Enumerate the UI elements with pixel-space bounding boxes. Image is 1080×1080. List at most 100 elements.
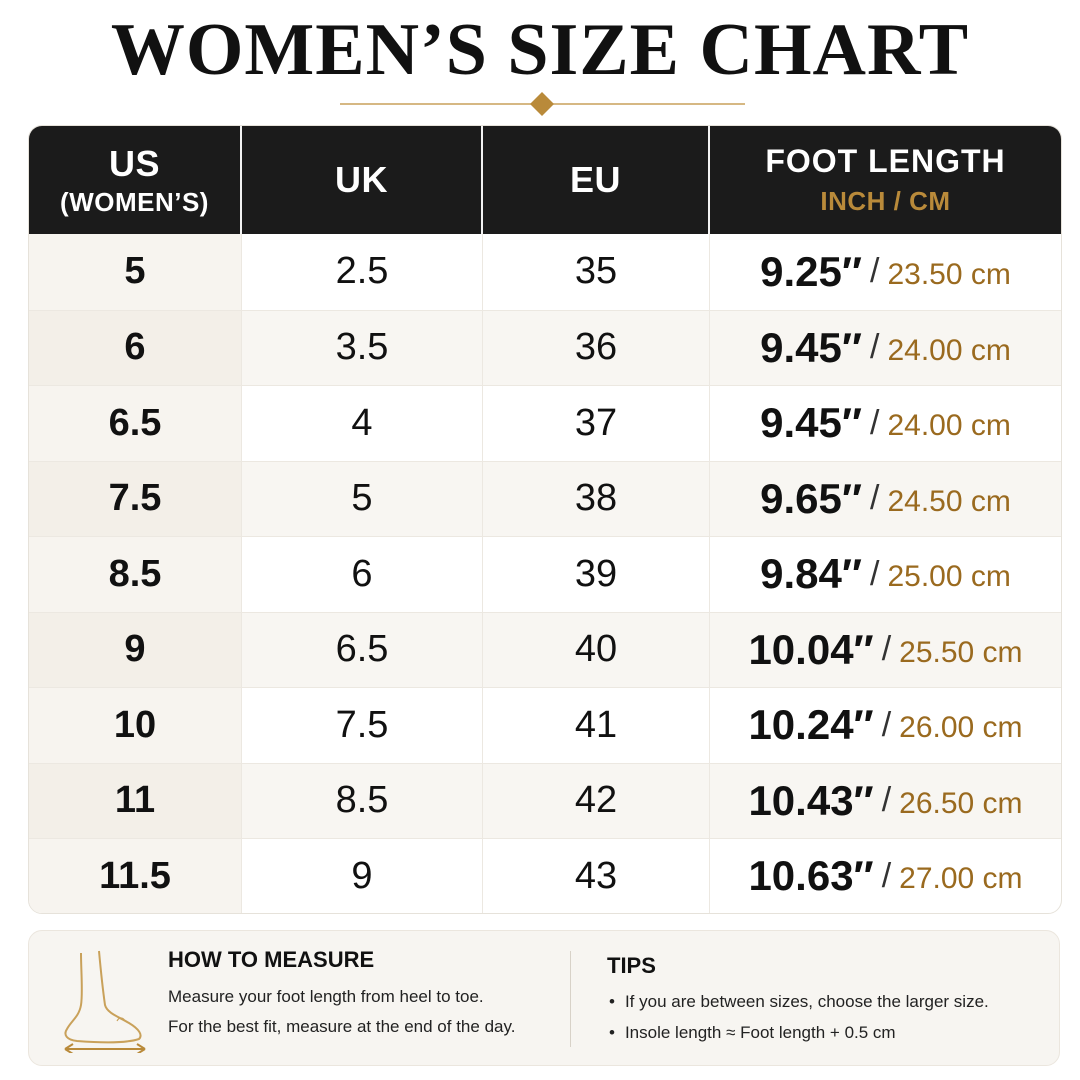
info-panel: HOW TO MEASURE Measure your foot length …	[28, 930, 1060, 1066]
tip-text: If you are between sizes, choose the lar…	[624, 992, 989, 1011]
foot-length-inch: 9.84″	[760, 550, 862, 598]
cell-uk: 8.5	[242, 763, 483, 838]
header-eu-label: EU	[569, 159, 621, 200]
cell-uk: 6	[242, 537, 483, 612]
unit-separator: /	[881, 781, 892, 820]
header-us: US (WOMEN’S)	[29, 126, 242, 234]
foot-length-inch: 10.24″	[748, 701, 874, 749]
table-row: 10 7.5 41 10.24″/26.00 cm	[29, 687, 1061, 763]
foot-length-inch: 9.65″	[760, 474, 862, 522]
cell-us: 10	[29, 688, 242, 763]
cell-eu: 35	[483, 234, 710, 310]
cell-uk: 5	[242, 461, 483, 536]
measure-line-1: Measure your foot length from heel to to…	[168, 987, 484, 1006]
header-uk: UK	[242, 126, 483, 234]
header-us-label: US	[108, 142, 160, 184]
unit-separator: /	[870, 403, 880, 442]
foot-measure-icon	[64, 950, 146, 1053]
foot-length-cm: 23.50 cm	[887, 257, 1011, 291]
table-row: 6 3.5 36 9.45″/24.00 cm	[29, 309, 1061, 385]
cell-foot-length: 9.65″/24.50 cm	[710, 461, 1061, 536]
foot-length-cm: 25.00 cm	[887, 560, 1011, 594]
foot-length-cm: 26.00 cm	[899, 711, 1023, 745]
cell-foot-length: 9.45″/24.00 cm	[710, 386, 1061, 461]
cell-us: 8.5	[29, 537, 242, 612]
unit-separator: /	[870, 479, 880, 518]
table-row: 8.5 6 39 9.84″/25.00 cm	[29, 536, 1061, 612]
measure-line-2: For the best fit, measure at the end of …	[168, 1017, 516, 1036]
header-foot-label: FOOT LENGTH	[765, 143, 1006, 179]
foot-length-cm: 24.00 cm	[887, 333, 1011, 367]
foot-length-inch: 10.43″	[748, 776, 874, 824]
page-title: WOMEN’S SIZE CHART	[110, 9, 970, 91]
cell-eu: 43	[483, 839, 710, 913]
table-row: 6.5 4 37 9.45″/24.00 cm	[29, 385, 1061, 461]
table-row: 11 8.5 42 10.43″/26.50 cm	[29, 762, 1061, 838]
unit-separator: /	[870, 252, 880, 291]
cell-eu: 37	[483, 386, 710, 461]
cell-us: 11	[29, 763, 242, 838]
cell-uk: 7.5	[242, 688, 483, 763]
tip-item: • Insole length ≈ Foot length + 0.5 cm	[609, 1023, 896, 1043]
cell-eu: 40	[483, 612, 710, 687]
cell-eu: 39	[483, 537, 710, 612]
cell-foot-length: 10.04″/25.50 cm	[710, 612, 1061, 687]
cell-uk: 4	[242, 386, 483, 461]
cell-foot-length: 9.45″/24.00 cm	[710, 310, 1061, 385]
foot-length-cm: 24.50 cm	[887, 484, 1011, 518]
cell-eu: 42	[483, 763, 710, 838]
cell-us: 11.5	[29, 839, 242, 913]
cell-foot-length: 9.25″/23.50 cm	[710, 234, 1061, 310]
cell-uk: 9	[242, 839, 483, 913]
size-table: US (WOMEN’S) UK EU FOOT LENGTH INCH / CM…	[28, 125, 1062, 914]
table-row: 7.5 5 38 9.65″/24.50 cm	[29, 460, 1061, 536]
tip-item: • If you are between sizes, choose the la…	[609, 992, 989, 1012]
foot-length-cm: 24.00 cm	[887, 409, 1011, 443]
header-uk-label: UK	[335, 159, 388, 200]
cell-us: 6.5	[29, 386, 242, 461]
cell-us: 5	[29, 234, 242, 310]
panel-divider	[570, 951, 571, 1047]
unit-separator: /	[881, 705, 892, 744]
unit-separator: /	[870, 328, 880, 367]
header-us-sub: (WOMEN’S)	[60, 186, 209, 217]
foot-length-cm: 25.50 cm	[899, 635, 1023, 669]
cell-eu: 38	[483, 461, 710, 536]
unit-separator: /	[881, 630, 892, 669]
cell-foot-length: 10.63″/27.00 cm	[710, 839, 1061, 913]
table-body: 5 2.5 35 9.25″/23.50 cm 6 3.5 36 9.45″/24.00 cm…	[29, 234, 1061, 913]
cell-eu: 36	[483, 310, 710, 385]
foot-length-inch: 9.45″	[760, 399, 862, 447]
cell-eu: 41	[483, 688, 710, 763]
cell-us: 9	[29, 612, 242, 687]
table-row: 11.5 9 43 10.63″/27.00 cm	[29, 838, 1061, 913]
foot-length-inch: 9.25″	[760, 247, 862, 295]
tips-title: TIPS	[607, 953, 656, 978]
cell-uk: 2.5	[242, 234, 483, 310]
table-row: 9 6.5 40 10.04″/25.50 cm	[29, 611, 1061, 687]
how-to-measure-title: HOW TO MEASURE	[168, 947, 375, 972]
foot-length-inch: 10.63″	[748, 852, 874, 900]
cell-uk: 6.5	[242, 612, 483, 687]
cell-foot-length: 9.84″/25.00 cm	[710, 537, 1061, 612]
unit-separator: /	[881, 856, 892, 895]
cell-us: 6	[29, 310, 242, 385]
bullet: •	[609, 992, 615, 1011]
cell-uk: 3.5	[242, 310, 483, 385]
bullet: •	[609, 1023, 615, 1042]
table-row: 5 2.5 35 9.25″/23.50 cm	[29, 234, 1061, 310]
cell-foot-length: 10.24″/26.00 cm	[710, 688, 1061, 763]
table-header: US (WOMEN’S) UK EU FOOT LENGTH INCH / CM	[29, 126, 1061, 234]
foot-length-cm: 27.00 cm	[899, 862, 1023, 896]
header-foot-length: FOOT LENGTH INCH / CM	[710, 126, 1061, 234]
header-eu: EU	[483, 126, 710, 234]
foot-length-cm: 26.50 cm	[899, 786, 1023, 820]
foot-length-inch: 10.04″	[748, 625, 874, 673]
cell-us: 7.5	[29, 461, 242, 536]
foot-length-inch: 9.45″	[760, 323, 862, 371]
tip-text: Insole length ≈ Foot length + 0.5 cm	[624, 1023, 896, 1042]
ornament-divider	[340, 92, 745, 116]
unit-separator: /	[870, 554, 880, 593]
header-foot-sub: INCH / CM	[820, 186, 951, 216]
cell-foot-length: 10.43″/26.50 cm	[710, 763, 1061, 838]
